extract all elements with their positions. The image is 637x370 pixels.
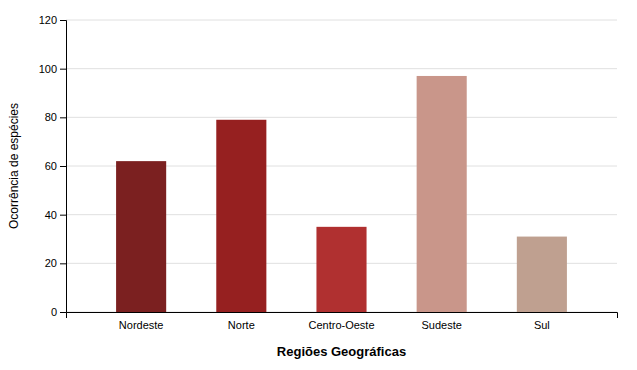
- bar: [417, 76, 467, 312]
- tick: Centro-Oeste: [308, 319, 374, 331]
- tick-mark: [60, 166, 66, 167]
- tick: Nordeste: [119, 319, 164, 331]
- grid-line: [66, 117, 617, 118]
- tick: 0: [51, 306, 66, 318]
- tick: 120: [39, 14, 66, 26]
- tick: 100: [39, 63, 66, 75]
- tick-label: Centro-Oeste: [308, 319, 374, 331]
- bar: [316, 227, 366, 312]
- tick: 60: [45, 160, 66, 172]
- tick: Sul: [534, 319, 550, 331]
- y-axis-title: Ocorrência de espécies: [7, 103, 21, 229]
- tick-label: Sudeste: [421, 319, 461, 331]
- tick-mark: [60, 215, 66, 216]
- bars: [116, 76, 567, 312]
- bar: [517, 237, 567, 312]
- tick-mark: [60, 20, 66, 21]
- tick-mark: [60, 117, 66, 118]
- bar: [116, 161, 166, 312]
- tick-mark: [60, 69, 66, 70]
- plot: 0 20 40 60 80 100 120 Nordeste Norte Centro-Oeste…: [39, 14, 618, 331]
- bar: [216, 120, 266, 312]
- tick: Norte: [228, 319, 255, 331]
- tick: 80: [45, 111, 66, 123]
- tick-label: Sul: [534, 319, 550, 331]
- tick-label: 60: [45, 160, 57, 172]
- tick-mark: [60, 263, 66, 264]
- tick-label: 0: [51, 306, 57, 318]
- tick: Sudeste: [421, 319, 461, 331]
- grid: [66, 20, 617, 312]
- tick-label: 80: [45, 111, 57, 123]
- axis-domain: [60, 21, 67, 313]
- x-axis: Nordeste Norte Centro-Oeste Sudeste Sul: [67, 313, 618, 331]
- tick-label: 100: [39, 63, 57, 75]
- grid-line: [66, 68, 617, 69]
- grid-line: [66, 20, 617, 21]
- tick: 40: [45, 209, 66, 221]
- axis-domain: [67, 313, 618, 319]
- tick-label: Norte: [228, 319, 255, 331]
- tick: 20: [45, 257, 66, 269]
- y-axis: 0 20 40 60 80 100 120: [39, 14, 67, 318]
- tick-label: 20: [45, 257, 57, 269]
- tick-label: 40: [45, 209, 57, 221]
- tick-label: Nordeste: [119, 319, 164, 331]
- tick-mark: [60, 312, 66, 313]
- chart-svg: 0 20 40 60 80 100 120 Nordeste Norte Centro-Oeste…: [0, 0, 637, 370]
- chart-container: 0 20 40 60 80 100 120 Nordeste Norte Centro-Oeste…: [0, 0, 637, 370]
- tick-label: 120: [39, 14, 57, 26]
- x-axis-title: Regiões Geográficas: [277, 344, 406, 359]
